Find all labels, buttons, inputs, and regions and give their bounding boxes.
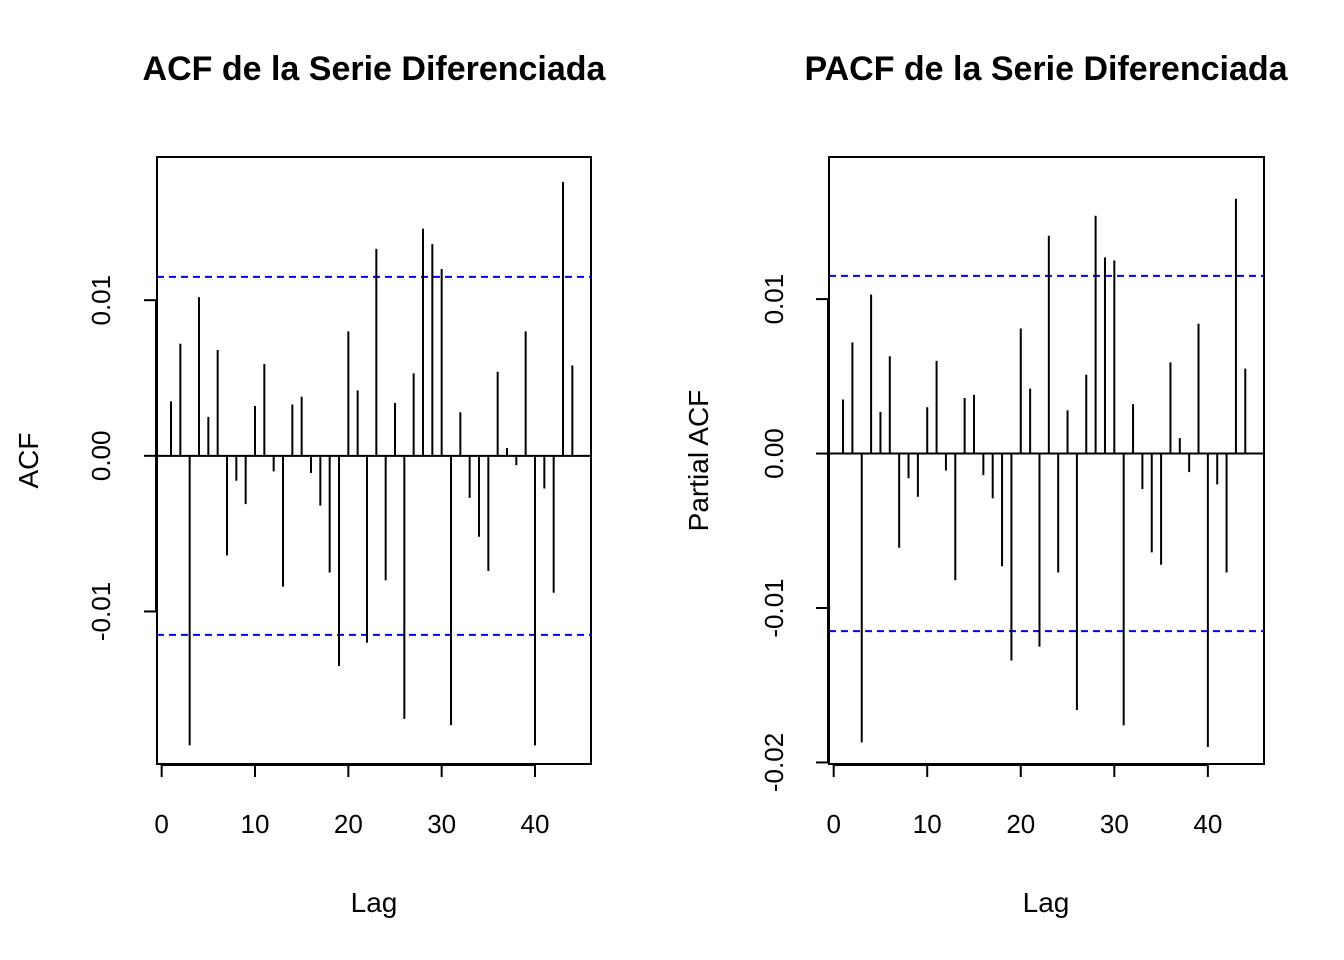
- plot-frame: [156, 156, 592, 765]
- y-tick-label: -0.01: [759, 578, 789, 637]
- pacf-panel: PACF de la Serie Diferenciada 0 10 20 30 40 -0…: [683, 50, 1289, 918]
- x-tick-label: 20: [1006, 809, 1035, 839]
- plot-frame: [828, 156, 1265, 765]
- y-axis-label: ACF: [13, 433, 44, 489]
- y-tick-label: -0.02: [759, 733, 789, 792]
- y-tick-label: -0.01: [86, 582, 116, 641]
- y-tick-label: 0.00: [759, 428, 789, 479]
- x-tick-label: 10: [241, 809, 270, 839]
- acf-panel: ACF de la Serie Diferenciada 0 10 20 30 40 -0.…: [13, 50, 607, 918]
- chart-title: PACF de la Serie Diferenciada: [804, 50, 1288, 88]
- y-tick-label: 0.00: [86, 431, 116, 482]
- x-tick-label: 40: [1193, 809, 1222, 839]
- x-tick-label: 40: [521, 809, 550, 839]
- x-tick-label: 30: [1100, 809, 1129, 839]
- x-axis-label: Lag: [1023, 887, 1070, 918]
- y-tick-label: 0.01: [86, 275, 116, 326]
- x-tick-label: 0: [154, 809, 168, 839]
- x-tick-label: 30: [427, 809, 456, 839]
- x-axis-label: Lag: [351, 887, 398, 918]
- x-tick-label: 0: [826, 809, 840, 839]
- x-tick-label: 20: [334, 809, 363, 839]
- x-tick-label: 10: [913, 809, 942, 839]
- y-axis-label: Partial ACF: [683, 390, 714, 532]
- chart-title: ACF de la Serie Diferenciada: [143, 50, 607, 88]
- y-tick-label: 0.01: [759, 274, 789, 325]
